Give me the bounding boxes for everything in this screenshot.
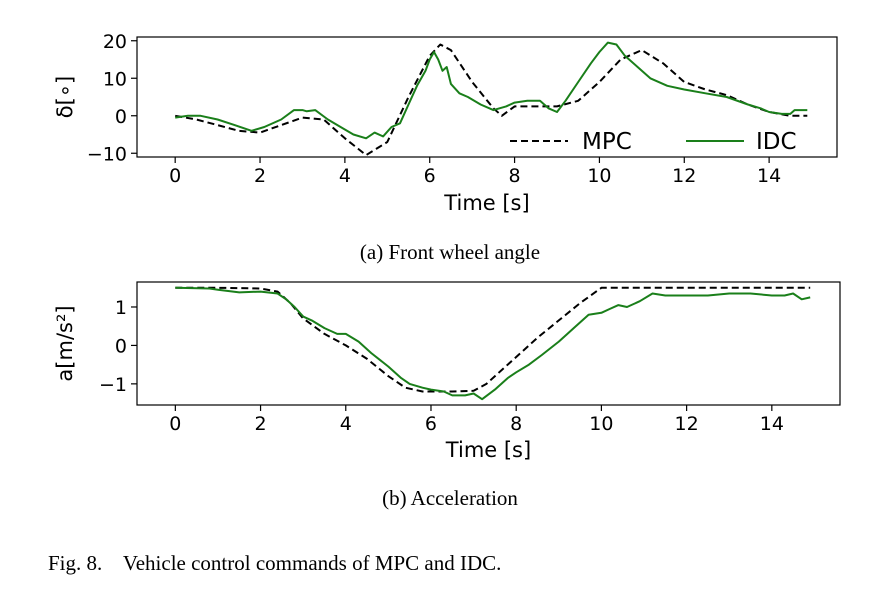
x-tick-label: 4 <box>339 165 351 187</box>
panel-front-wheel-angle: 0 2 4 6 8 10 12 14 −10 0 10 20 Time [s] δ[∘] MPC IDC <box>53 31 838 215</box>
x-tick-label: 0 <box>169 413 181 435</box>
x-tick-label: 12 <box>675 413 699 435</box>
y-tick-label: 0 <box>115 335 127 357</box>
x-tick-label: 2 <box>255 413 267 435</box>
series-line-idc <box>175 286 811 401</box>
panel-acceleration: 0 2 4 6 8 10 12 14 −1 0 1 Time [s] a[m/s²] <box>53 281 841 462</box>
x-tick-label: 0 <box>169 165 181 187</box>
series-line-idc <box>175 41 808 140</box>
x-tick-label: 8 <box>509 165 521 187</box>
x-axis-label: Time [s] <box>445 438 531 462</box>
y-tick-label: 20 <box>103 31 127 53</box>
axes-frame <box>136 36 838 158</box>
subcaption-acceleration: (b) Acceleration <box>382 486 518 510</box>
subcaption-front-wheel-angle: (a) Front wheel angle <box>360 240 540 264</box>
legend-label-idc: IDC <box>756 129 797 155</box>
x-tick-label: 6 <box>424 165 436 187</box>
y-tick-label: 1 <box>115 297 127 319</box>
y-tick-label: 10 <box>103 68 127 90</box>
x-tick-label: 12 <box>672 165 696 187</box>
x-axis-label: Time [s] <box>443 191 529 215</box>
x-tick-label: 10 <box>587 165 611 187</box>
y-axis-label: a[m/s²] <box>53 305 77 381</box>
x-tick-label: 8 <box>510 413 522 435</box>
series-line-mpc <box>175 286 811 393</box>
x-tick-label: 10 <box>589 413 613 435</box>
series-line-mpc <box>175 43 808 157</box>
figure-caption: Fig. 8. Vehicle control commands of MPC … <box>48 551 501 575</box>
y-tick-label: −1 <box>99 374 127 396</box>
y-tick-label: −10 <box>87 143 127 165</box>
y-axis-label: δ[∘] <box>53 76 77 118</box>
legend-label-mpc: MPC <box>582 129 632 155</box>
y-tick-label: 0 <box>115 106 127 128</box>
x-tick-label: 2 <box>254 165 266 187</box>
x-tick-label: 6 <box>425 413 437 435</box>
axes-frame <box>136 281 841 406</box>
x-tick-label: 14 <box>760 413 784 435</box>
x-tick-label: 14 <box>757 165 781 187</box>
x-tick-label: 4 <box>340 413 352 435</box>
